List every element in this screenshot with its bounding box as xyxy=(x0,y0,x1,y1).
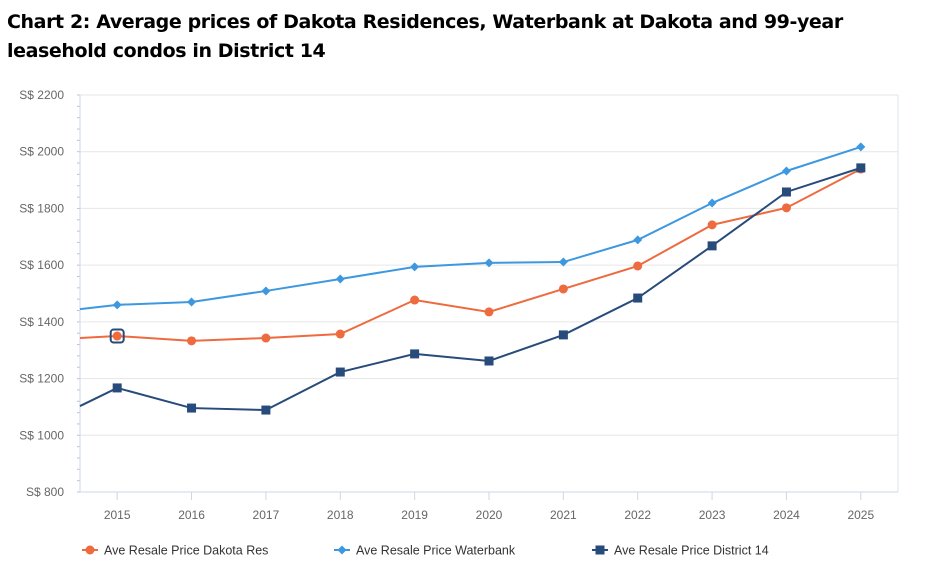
legend-marker xyxy=(595,545,605,555)
legend-label[interactable]: Ave Resale Price Dakota Res xyxy=(104,544,268,558)
data-point xyxy=(484,356,494,366)
data-point xyxy=(335,329,345,339)
data-point xyxy=(781,166,791,176)
data-point xyxy=(410,295,420,305)
data-point xyxy=(781,187,791,197)
series-line-0 xyxy=(79,168,862,342)
x-tick-label: 2023 xyxy=(699,508,726,522)
y-tick-label: S$ 1000 xyxy=(19,428,64,442)
data-point xyxy=(187,403,197,413)
x-tick-label: 2019 xyxy=(401,508,428,522)
legend-label[interactable]: Ave Resale Price Waterbank xyxy=(356,544,516,558)
x-tick-label: 2022 xyxy=(624,508,651,522)
data-point xyxy=(633,235,643,245)
data-point xyxy=(484,307,494,317)
data-point xyxy=(558,284,568,294)
data-point xyxy=(410,262,420,272)
x-tick-label: 2020 xyxy=(476,508,503,522)
x-tick-label: 2015 xyxy=(104,508,131,522)
data-point xyxy=(187,336,197,346)
data-point xyxy=(112,383,122,393)
data-point xyxy=(261,333,271,343)
y-tick-label: S$ 800 xyxy=(26,485,64,499)
data-point xyxy=(261,405,271,415)
y-tick-label: S$ 2200 xyxy=(19,88,64,102)
legend-label[interactable]: Ave Resale Price District 14 xyxy=(614,544,769,558)
legend-marker xyxy=(85,545,95,555)
data-point xyxy=(856,163,866,173)
series-line-2 xyxy=(79,166,862,412)
y-tick-label: S$ 1400 xyxy=(19,315,64,329)
series-line-1 xyxy=(79,145,862,311)
x-tick-label: 2017 xyxy=(253,508,280,522)
data-point xyxy=(856,142,866,152)
x-tick-label: 2024 xyxy=(773,508,800,522)
x-tick-label: 2021 xyxy=(550,508,577,522)
data-point xyxy=(558,257,568,267)
data-point xyxy=(335,274,345,284)
data-point xyxy=(335,367,345,377)
y-tick-label: S$ 1200 xyxy=(19,372,64,386)
y-tick-label: S$ 1800 xyxy=(19,201,64,215)
data-point xyxy=(112,300,122,310)
data-point xyxy=(261,286,271,296)
data-point xyxy=(707,220,717,230)
y-tick-label: S$ 1600 xyxy=(19,258,64,272)
hover-highlight xyxy=(109,328,125,344)
data-point xyxy=(410,349,420,359)
chart-title: Chart 2: Average prices of Dakota Reside… xyxy=(7,11,843,62)
data-point xyxy=(707,198,717,208)
data-point xyxy=(187,297,197,307)
data-point xyxy=(781,203,791,213)
legend-marker xyxy=(337,545,347,555)
data-point xyxy=(112,331,122,341)
data-point xyxy=(707,241,717,251)
x-tick-label: 2025 xyxy=(847,508,874,522)
data-point xyxy=(633,293,643,303)
data-point xyxy=(558,330,568,340)
x-tick-label: 2018 xyxy=(327,508,354,522)
x-tick-label: 2016 xyxy=(178,508,205,522)
y-tick-label: S$ 2000 xyxy=(19,145,64,159)
data-point xyxy=(633,261,643,271)
data-point xyxy=(484,258,494,268)
